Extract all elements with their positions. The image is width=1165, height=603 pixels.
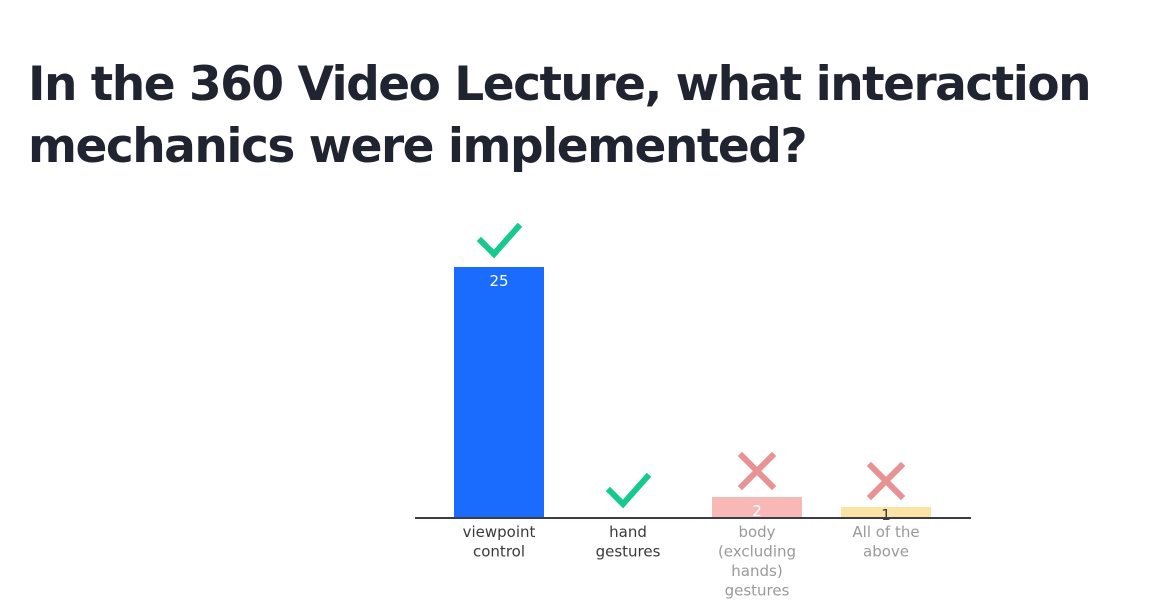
bar-3 — [841, 507, 931, 517]
markers-layer — [476, 222, 906, 509]
bar-value-label-0: 25 — [489, 272, 508, 290]
checkmark-icon — [476, 222, 523, 259]
category-label-3: All of the above — [852, 523, 919, 561]
bars-layer — [454, 267, 931, 517]
category-label-1: hand gestures — [596, 523, 661, 561]
cross-icon — [737, 451, 777, 491]
checkmark-icon — [605, 472, 652, 509]
bar-value-label-3: 1 — [881, 506, 891, 524]
labels-layer: 25 viewpoint control hand gestures 2 body (excl… — [463, 272, 920, 600]
category-label-0: viewpoint control — [463, 523, 536, 561]
bar-2 — [712, 497, 802, 517]
bar-0 — [454, 267, 544, 517]
bar-value-label-2: 2 — [752, 502, 762, 520]
cross-icon — [866, 461, 906, 501]
category-label-2: body (excluding hands) gestures — [718, 523, 796, 600]
question-title: In the 360 Video Lecture, what interacti… — [28, 57, 1092, 174]
